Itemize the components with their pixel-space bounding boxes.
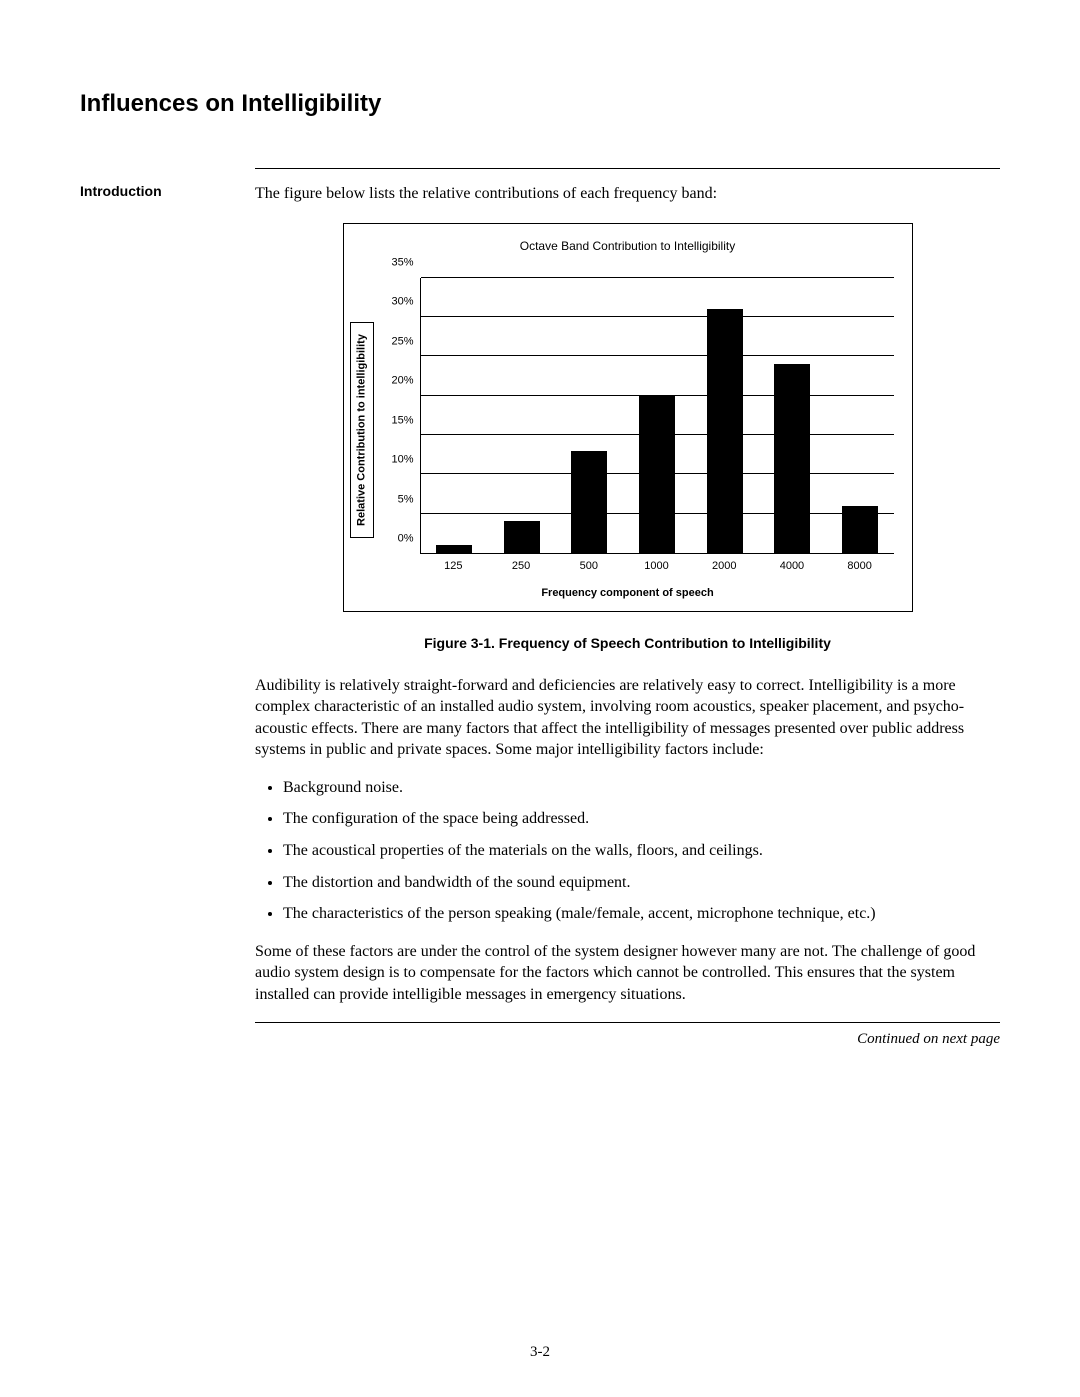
y-tick-label: 25% <box>378 334 414 349</box>
page-title: Influences on Intelligibility <box>80 90 1000 118</box>
list-item: The distortion and bandwidth of the soun… <box>283 872 1000 894</box>
bar <box>504 521 540 552</box>
body-grid: Introduction The figure below lists the … <box>80 169 1000 1022</box>
grid-line <box>421 355 894 356</box>
grid-line <box>421 316 894 317</box>
chart-plot: Relative Contribution to intelligibility… <box>354 278 902 578</box>
y-tick-label: 35% <box>378 256 414 271</box>
x-tick-label: 125 <box>420 559 488 574</box>
x-tick-label: 1000 <box>623 559 691 574</box>
content-column: The figure below lists the relative cont… <box>255 169 1000 1022</box>
grid-line <box>421 513 894 514</box>
intro-text: The figure below lists the relative cont… <box>255 183 1000 205</box>
section-label: Introduction <box>80 169 245 1022</box>
horizontal-rule <box>255 1022 1000 1023</box>
paragraph-1: Audibility is relatively straight-forwar… <box>255 675 1000 761</box>
grid-line <box>421 434 894 435</box>
grid-line <box>421 395 894 396</box>
chart-container: Octave Band Contribution to Intelligibil… <box>343 223 913 612</box>
x-tick-label: 250 <box>487 559 555 574</box>
document-page: Influences on Intelligibility Introducti… <box>0 0 1080 1397</box>
x-tick-label: 8000 <box>826 559 894 574</box>
x-tick-label: 500 <box>555 559 623 574</box>
y-tick-label: 15% <box>378 413 414 428</box>
x-axis-label: Frequency component of speech <box>354 586 902 601</box>
bar <box>436 545 472 553</box>
x-tick-label: 2000 <box>690 559 758 574</box>
x-ticks: 1252505001000200040008000 <box>420 559 894 574</box>
bottom-rule-wrap: Continued on next page <box>255 1022 1000 1048</box>
y-tick-label: 0% <box>378 532 414 547</box>
plot-area <box>420 278 894 554</box>
grid-line <box>421 473 894 474</box>
x-tick-label: 4000 <box>758 559 826 574</box>
figure-caption: Figure 3-1. Frequency of Speech Contribu… <box>255 634 1000 653</box>
y-tick-label: 20% <box>378 374 414 389</box>
y-tick-label: 10% <box>378 453 414 468</box>
page-number: 3-2 <box>0 1344 1080 1361</box>
grid-line <box>421 277 894 278</box>
y-axis-label: Relative Contribution to intelligibility <box>354 334 369 526</box>
list-item: The acoustical properties of the materia… <box>283 840 1000 862</box>
y-tick-label: 30% <box>378 295 414 310</box>
y-axis-label-box: Relative Contribution to intelligibility <box>350 322 374 538</box>
list-item: The characteristics of the person speaki… <box>283 903 1000 925</box>
bar <box>774 364 810 553</box>
list-item: The configuration of the space being add… <box>283 808 1000 830</box>
continued-note: Continued on next page <box>255 1031 1000 1048</box>
y-ticks: 0%5%10%15%20%25%30%35% <box>382 278 418 554</box>
y-tick-label: 5% <box>378 492 414 507</box>
chart-title: Octave Band Contribution to Intelligibil… <box>354 238 902 254</box>
bar <box>571 451 607 553</box>
bullet-list: Background noise. The configuration of th… <box>255 777 1000 925</box>
list-item: Background noise. <box>283 777 1000 799</box>
paragraph-2: Some of these factors are under the cont… <box>255 941 1000 1006</box>
bar <box>707 309 743 553</box>
